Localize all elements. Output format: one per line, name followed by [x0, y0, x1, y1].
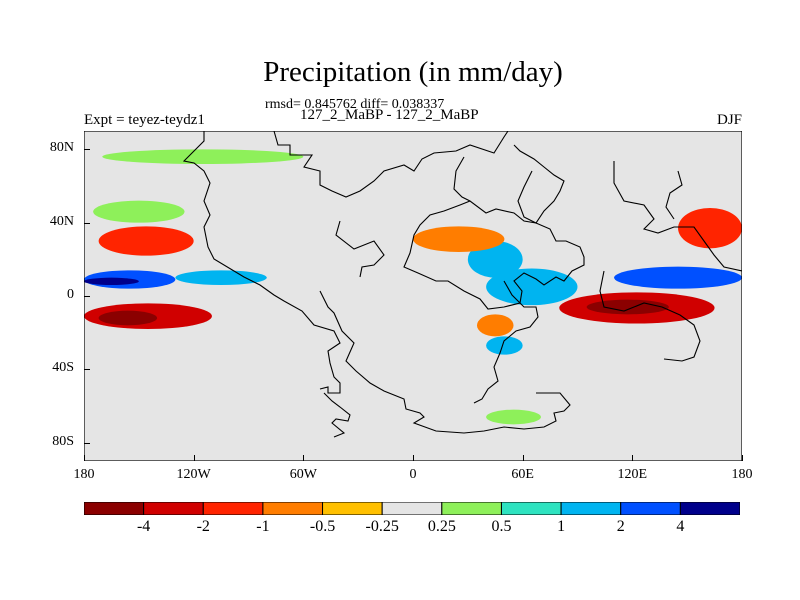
x-tick-mark	[413, 455, 414, 461]
colorbar-box	[620, 502, 681, 515]
colorbar-box	[143, 502, 204, 515]
y-tick-mark	[84, 442, 90, 444]
coastline-south-tip	[323, 392, 351, 438]
colorbar-box	[560, 502, 622, 515]
x-tick-label: 120E	[617, 467, 648, 482]
y-tick-label: 80S	[52, 433, 74, 449]
y-tick-label: 0	[67, 287, 74, 302]
colorbar-box	[84, 502, 145, 515]
x-tick-label: 180	[73, 467, 95, 482]
y-tick-label: 40N	[49, 213, 74, 229]
coastline-east-asia	[613, 161, 742, 272]
colorbar-level-label: -2	[196, 518, 210, 535]
coastline-north-america	[273, 131, 509, 198]
field-pacific-wet-core	[84, 277, 139, 285]
field-layer	[84, 149, 742, 425]
colorbar-level-label: 2	[616, 518, 625, 535]
season-label: DJF	[716, 112, 742, 128]
colorbar-box	[500, 502, 562, 515]
colorbar-level-label: 0.5	[491, 518, 512, 535]
x-tick-label: 180	[731, 467, 753, 482]
stats-subtitle: rmsd= 0.845762 diff= 0.038337	[265, 97, 445, 112]
colorbar-box	[262, 502, 324, 515]
contour-map	[84, 131, 742, 461]
x-tick-mark	[193, 455, 195, 461]
coastline-south-land	[319, 290, 571, 434]
field-south-pacific-dry-core	[98, 310, 158, 326]
y-tick-mark	[84, 296, 90, 297]
y-tick-mark	[84, 222, 90, 224]
field-africa-mixed-dry	[476, 314, 514, 337]
colorbar	[84, 502, 740, 515]
field-africa-mixed-wet	[486, 336, 523, 355]
colorbar-box	[202, 502, 264, 515]
x-tick-mark	[632, 455, 634, 461]
colorbar-level-label: -4	[136, 518, 151, 535]
coastline-americas	[182, 131, 341, 394]
colorbar-level-label: -1	[256, 518, 270, 535]
colorbar-box	[441, 502, 502, 515]
x-tick-mark	[522, 455, 524, 461]
x-tick-label: 60E	[511, 467, 534, 482]
colorbar-level-label: 4	[676, 518, 685, 535]
coastline-eurasia-mid	[403, 200, 585, 310]
coastline-maritime	[599, 270, 701, 362]
colorbar-box	[679, 502, 740, 515]
coastlines	[84, 131, 742, 461]
y-tick-label: 40S	[52, 360, 74, 376]
colorbar-box	[322, 502, 383, 515]
left-string: Expt = teyez-teydz1	[84, 112, 205, 128]
field-atlantic-wet-band	[175, 270, 267, 285]
coastline-europe-west	[453, 156, 471, 202]
coastline-asia-east	[513, 144, 565, 224]
x-tick-label: 120W	[176, 467, 211, 482]
x-tick-label: 0	[409, 467, 417, 482]
x-tick-mark	[742, 455, 743, 461]
y-tick-label: 80N	[49, 140, 74, 156]
field-north-pacific-wet-arc	[93, 200, 185, 223]
y-tick-mark	[84, 369, 90, 371]
field-mediterranean-dry	[413, 226, 505, 252]
coastline-central-america	[335, 220, 385, 278]
experiment-label: 127_2_MaBP - 127_2_MaBP	[300, 107, 479, 123]
field-maritime-continent-core	[586, 299, 669, 315]
x-tick-mark	[303, 455, 305, 461]
colorbar-level-label: -0.25	[365, 518, 399, 535]
colorbar-box	[381, 502, 443, 515]
colorbar-level-label: -0.5	[309, 518, 336, 535]
colorbar-level-label: 0.25	[427, 518, 456, 535]
colorbar-level-label: 1	[557, 518, 566, 535]
chart-title: Precipitation (in mm/day)	[263, 56, 563, 88]
y-tick-mark	[84, 149, 90, 151]
field-southern-ocean-wet	[486, 409, 541, 425]
field-arctic-wet-strip	[102, 149, 304, 164]
x-tick-mark	[84, 455, 85, 461]
field-west-pacific-wet-band	[614, 266, 742, 289]
field-north-pacific-dry-core	[111, 233, 158, 249]
field-west-pacific-dry-north	[678, 208, 742, 249]
coastline-japan	[665, 170, 683, 220]
coastline-africa-east	[473, 280, 539, 404]
x-tick-label: 60W	[289, 467, 317, 482]
